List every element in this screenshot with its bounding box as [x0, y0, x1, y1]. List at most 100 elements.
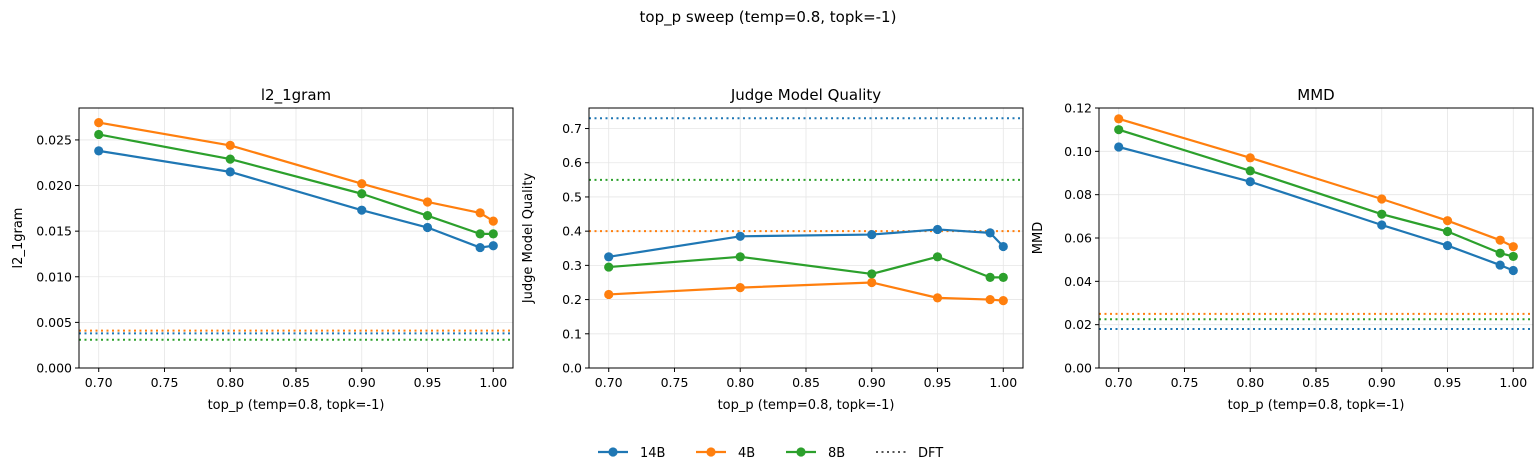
data-point-8b	[1508, 251, 1518, 262]
chart-panel-mmd: 0.70 0.75 0.80 0.85 0.90 0.95 1.00 0.00 0.02 0.04…	[1031, 86, 1534, 413]
legend: 14B 4B 8B DFT	[598, 446, 943, 461]
y-tick-label: 0.1	[562, 326, 582, 341]
legend-item-8b: 8B	[786, 446, 845, 461]
y-tick-label: 0.5	[562, 189, 582, 204]
y-tick-label: 0.020	[36, 178, 72, 193]
y-tick-label: 0.3	[562, 258, 582, 273]
x-tick-label: 0.95	[414, 375, 442, 390]
legend-swatch-marker	[608, 447, 618, 457]
data-point-4b	[357, 179, 367, 189]
data-point-8b	[604, 262, 614, 272]
data-point-4b	[604, 289, 614, 300]
data-point-4b	[1442, 216, 1453, 226]
x-tick-label: 1.00	[1499, 375, 1527, 390]
chart-panel-judge-model-quality: 0.70 0.75 0.80 0.85 0.90 0.95 1.00 0.0 0.1 0.2 0.3…	[521, 86, 1024, 413]
data-point-14b	[1377, 220, 1387, 230]
data-point-8b	[1245, 166, 1255, 176]
x-tick-label: 0.80	[216, 375, 244, 390]
x-tick-label: 0.85	[1302, 375, 1330, 390]
x-tick-label: 0.95	[1434, 375, 1462, 390]
data-point-8b	[998, 272, 1008, 282]
data-point-4b	[1114, 114, 1124, 124]
x-tick-label: 1.00	[989, 375, 1017, 390]
x-axis-label: top_p (temp=0.8, topk=-1)	[1228, 398, 1405, 413]
data-point-14b	[932, 224, 943, 235]
x-tick-label: 0.75	[1171, 375, 1199, 390]
data-point-14b	[422, 222, 433, 233]
data-point-4b	[932, 293, 943, 303]
data-point-14b	[604, 252, 614, 262]
chart-panel-l2-1gram: 0.70 0.75 0.80 0.85 0.90 0.95 1.00 0.000 0.005 0.…	[11, 86, 514, 413]
legend-label: 8B	[828, 446, 845, 461]
data-point-8b	[1442, 226, 1453, 237]
data-point-14b	[1495, 260, 1505, 270]
data-point-4b	[225, 140, 235, 151]
x-tick-label: 0.85	[282, 375, 310, 390]
data-point-14b	[998, 241, 1008, 252]
x-tick-label: 0.75	[151, 375, 179, 390]
data-point-4b	[1245, 153, 1255, 163]
data-point-8b	[357, 189, 367, 199]
data-point-14b	[735, 231, 745, 241]
y-tick-label: 0.010	[36, 269, 72, 284]
data-point-14b	[1508, 265, 1518, 276]
data-point-8b	[1377, 209, 1387, 219]
data-point-8b	[94, 129, 104, 140]
data-point-14b	[985, 228, 995, 238]
x-tick-label: 0.70	[595, 375, 623, 390]
legend-item-dft: DFT	[876, 446, 943, 461]
y-tick-label: 0.7	[562, 121, 582, 136]
data-point-8b	[488, 229, 498, 239]
data-point-14b	[488, 241, 498, 251]
x-tick-label: 0.70	[1105, 375, 1133, 390]
legend-item-14b: 14B	[598, 446, 665, 461]
y-tick-label: 0.12	[1064, 101, 1092, 116]
x-tick-label: 0.70	[85, 375, 113, 390]
data-point-8b	[985, 272, 995, 282]
data-point-4b	[735, 283, 745, 293]
y-axis-label: l2_1gram	[11, 208, 26, 269]
x-tick-label: 0.85	[792, 375, 820, 390]
x-tick-label: 1.00	[479, 375, 507, 390]
y-tick-label: 0.0	[562, 361, 582, 376]
legend-label: 14B	[640, 446, 665, 461]
data-point-14b	[357, 205, 367, 215]
data-point-4b	[475, 208, 485, 218]
data-point-8b	[1114, 125, 1124, 135]
y-tick-label: 0.10	[1064, 144, 1092, 159]
y-tick-label: 0.00	[1064, 361, 1092, 376]
data-point-8b	[932, 252, 943, 262]
data-point-14b	[475, 242, 485, 253]
data-point-4b	[998, 296, 1008, 306]
x-tick-label: 0.80	[1236, 375, 1264, 390]
x-axis-label: top_p (temp=0.8, topk=-1)	[208, 398, 385, 413]
legend-swatch-marker	[796, 447, 806, 457]
data-point-8b	[422, 211, 433, 221]
data-point-14b	[94, 146, 104, 156]
x-axis-label: top_p (temp=0.8, topk=-1)	[718, 398, 895, 413]
y-tick-label: 0.000	[36, 361, 72, 376]
figure-title: top_p sweep (temp=0.8, topk=-1)	[640, 8, 897, 27]
chart-title: Judge Model Quality	[730, 86, 881, 104]
y-tick-label: 0.4	[562, 224, 582, 239]
legend-label: DFT	[918, 446, 943, 461]
data-point-14b	[1114, 142, 1124, 152]
data-point-14b	[225, 167, 235, 177]
x-tick-label: 0.90	[1368, 375, 1396, 390]
data-point-8b	[1495, 248, 1505, 258]
y-tick-label: 0.6	[562, 155, 582, 170]
y-axis-label: Judge Model Quality	[521, 173, 536, 305]
data-point-8b	[867, 269, 877, 279]
y-axis-label: MMD	[1031, 222, 1046, 254]
data-point-14b	[1442, 240, 1453, 251]
x-tick-label: 0.90	[858, 375, 886, 390]
y-tick-label: 0.04	[1064, 274, 1092, 289]
y-tick-label: 0.005	[36, 315, 72, 330]
data-point-4b	[867, 277, 877, 288]
y-tick-label: 0.025	[36, 132, 72, 147]
data-point-4b	[94, 117, 104, 128]
data-point-8b	[475, 229, 485, 239]
data-point-4b	[422, 197, 433, 207]
y-tick-label: 0.06	[1064, 231, 1092, 246]
